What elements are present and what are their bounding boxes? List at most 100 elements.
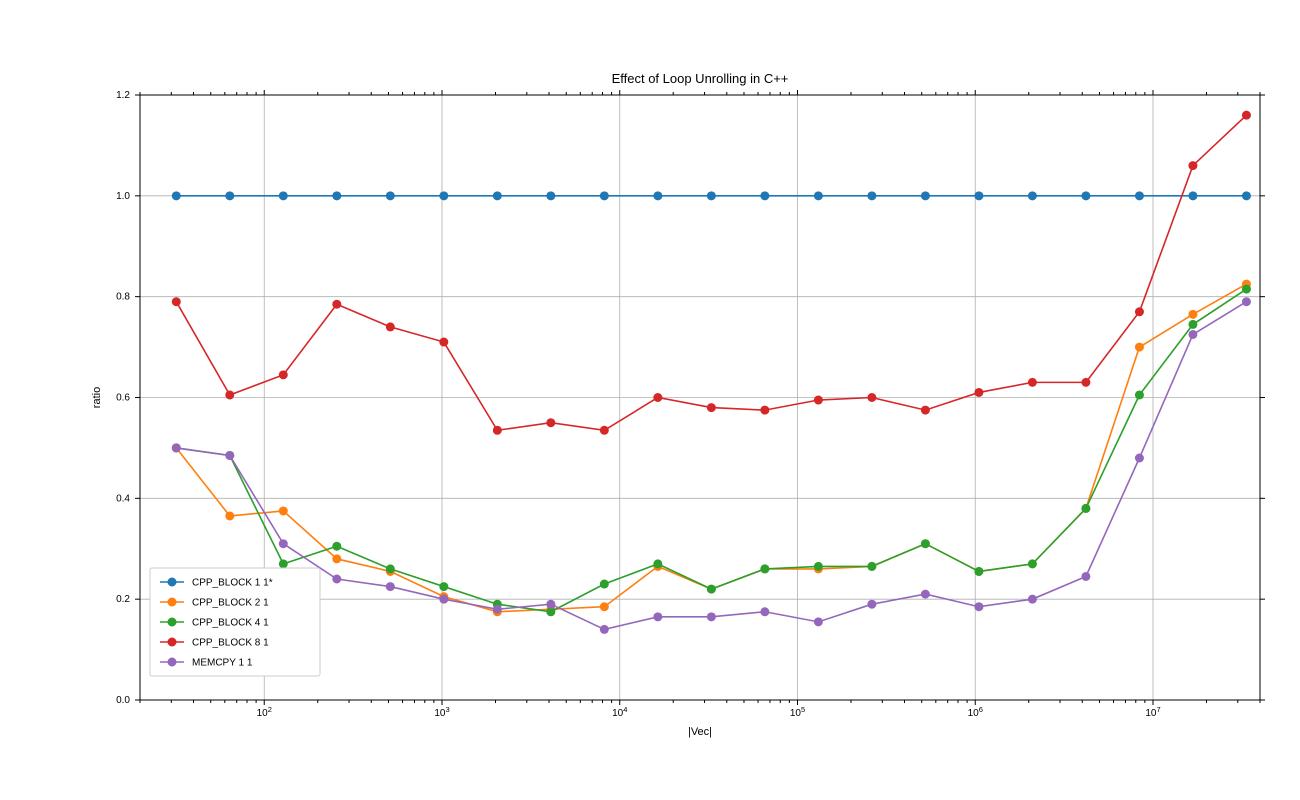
- series-marker: [1028, 559, 1037, 568]
- series-marker: [439, 595, 448, 604]
- series-marker: [760, 607, 769, 616]
- series-marker: [225, 191, 234, 200]
- svg-text:0.6: 0.6: [116, 393, 130, 404]
- series-marker: [439, 338, 448, 347]
- series-marker: [1242, 297, 1251, 306]
- series-marker: [332, 575, 341, 584]
- series-marker: [921, 590, 930, 599]
- series-marker: [867, 562, 876, 571]
- series-marker: [707, 403, 716, 412]
- series-marker: [600, 426, 609, 435]
- svg-text:0.2: 0.2: [116, 594, 130, 605]
- series-marker: [974, 191, 983, 200]
- series-marker: [386, 564, 395, 573]
- series-marker: [439, 582, 448, 591]
- series-marker: [600, 191, 609, 200]
- series-marker: [225, 451, 234, 460]
- legend-label: CPP_BLOCK 1 1*: [192, 578, 273, 589]
- series-marker: [974, 567, 983, 576]
- series-marker: [867, 600, 876, 609]
- chart-container: 1021031041051061070.00.20.40.60.81.01.2E…: [0, 0, 1300, 800]
- series-marker: [814, 562, 823, 571]
- series-marker: [332, 542, 341, 551]
- series-marker: [386, 191, 395, 200]
- series-marker: [1028, 378, 1037, 387]
- line-chart: 1021031041051061070.00.20.40.60.81.01.2E…: [0, 0, 1300, 800]
- series-marker: [974, 602, 983, 611]
- series-marker: [974, 388, 983, 397]
- svg-text:0.0: 0.0: [116, 695, 130, 706]
- series-marker: [653, 191, 662, 200]
- series-marker: [1242, 191, 1251, 200]
- series-marker: [1242, 285, 1251, 294]
- series-marker: [1028, 191, 1037, 200]
- chart-title: Effect of Loop Unrolling in C++: [612, 71, 789, 86]
- series-marker: [760, 564, 769, 573]
- series-marker: [1081, 572, 1090, 581]
- series-marker: [225, 390, 234, 399]
- series-marker: [439, 191, 448, 200]
- series-marker: [546, 191, 555, 200]
- legend-label: CPP_BLOCK 8 1: [192, 638, 269, 649]
- series-marker: [1135, 343, 1144, 352]
- series-marker: [1188, 330, 1197, 339]
- series-marker: [1188, 161, 1197, 170]
- series-marker: [493, 426, 502, 435]
- series-marker: [332, 554, 341, 563]
- series-marker: [921, 539, 930, 548]
- series-marker: [172, 297, 181, 306]
- svg-text:1.0: 1.0: [116, 191, 130, 202]
- series-marker: [1028, 595, 1037, 604]
- legend: CPP_BLOCK 1 1* CPP_BLOCK 2 1 CPP_BLOCK 4 1…: [150, 568, 320, 676]
- series-marker: [1135, 307, 1144, 316]
- series-marker: [867, 191, 876, 200]
- series-marker: [653, 612, 662, 621]
- series-marker: [1135, 390, 1144, 399]
- series-marker: [493, 191, 502, 200]
- series-marker: [1081, 504, 1090, 513]
- series-marker: [600, 580, 609, 589]
- y-axis-label: ratio: [91, 387, 103, 408]
- series-marker: [653, 559, 662, 568]
- series-marker: [546, 600, 555, 609]
- series-marker: [760, 406, 769, 415]
- legend-label: CPP_BLOCK 2 1: [192, 598, 269, 609]
- series-marker: [1135, 191, 1144, 200]
- series-marker: [867, 393, 876, 402]
- svg-text:1.2: 1.2: [116, 90, 130, 101]
- series-marker: [760, 191, 769, 200]
- series-marker: [332, 191, 341, 200]
- series-marker: [279, 370, 288, 379]
- series-marker: [814, 191, 823, 200]
- series-marker: [1188, 191, 1197, 200]
- legend-label: MEMCPY 1 1: [192, 658, 253, 669]
- series-marker: [707, 585, 716, 594]
- series-marker: [1188, 320, 1197, 329]
- series-marker: [332, 300, 341, 309]
- series-marker: [279, 191, 288, 200]
- series-marker: [814, 617, 823, 626]
- series-marker: [707, 191, 716, 200]
- series-marker: [1188, 310, 1197, 319]
- series-marker: [600, 602, 609, 611]
- series-marker: [1242, 111, 1251, 120]
- series-marker: [225, 511, 234, 520]
- series-marker: [1081, 378, 1090, 387]
- series-marker: [653, 393, 662, 402]
- series-marker: [386, 322, 395, 331]
- series-marker: [279, 539, 288, 548]
- svg-text:0.8: 0.8: [116, 292, 130, 303]
- series-marker: [172, 443, 181, 452]
- series-marker: [279, 506, 288, 515]
- series-marker: [1135, 454, 1144, 463]
- series-marker: [279, 559, 288, 568]
- series-marker: [546, 418, 555, 427]
- series-marker: [493, 605, 502, 614]
- series-marker: [921, 191, 930, 200]
- series-marker: [600, 625, 609, 634]
- x-axis-label: |Vec|: [688, 726, 712, 738]
- series-marker: [386, 582, 395, 591]
- series-marker: [1081, 191, 1090, 200]
- legend-label: CPP_BLOCK 4 1: [192, 618, 269, 629]
- series-marker: [172, 191, 181, 200]
